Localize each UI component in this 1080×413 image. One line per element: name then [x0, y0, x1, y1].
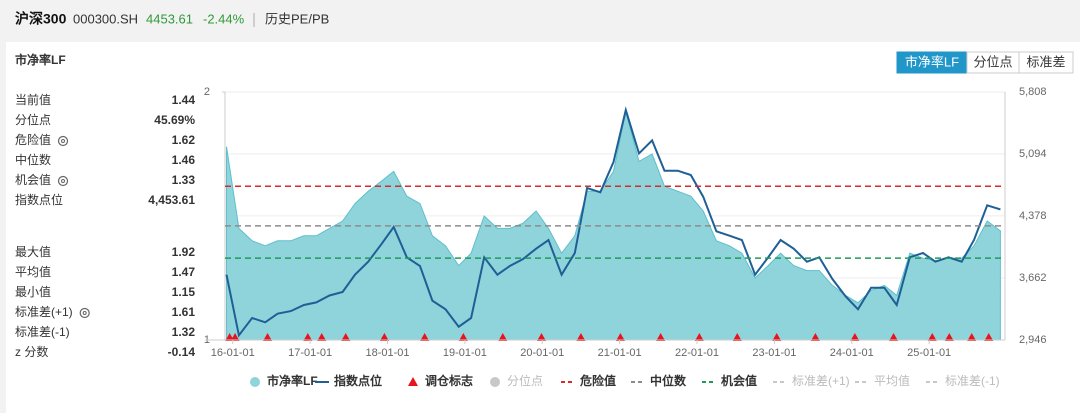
pb-area [226, 111, 1001, 341]
index-code: 000300.SH [73, 11, 138, 26]
rebalance-marker [317, 333, 327, 341]
legend-label[interactable]: 分位点 [507, 373, 543, 388]
gear-icon-core[interactable] [82, 311, 87, 315]
gear-icon[interactable] [79, 307, 90, 319]
panel-title: 市净率LF [15, 52, 66, 67]
rebalance-marker [498, 333, 508, 341]
rebalance-marker [536, 333, 546, 341]
rebalance-marker [984, 333, 994, 341]
stat-value: 1.61 [172, 305, 196, 319]
stat-label: 平均值 [15, 264, 51, 279]
x-tick-label: 23-01-01 [752, 347, 796, 359]
rebalance-marker [810, 333, 820, 341]
index-name: 沪深300 [15, 11, 67, 27]
legend-label[interactable]: 市净率LF [267, 373, 318, 388]
legend-label[interactable]: 危险值 [579, 373, 616, 388]
rebalance-marker [944, 333, 954, 341]
stat-label: z 分数 [15, 344, 48, 359]
rebalance-marker [458, 333, 468, 341]
rebalance-marker [230, 333, 240, 341]
y2-tick-label: 2,946 [1019, 334, 1047, 346]
stat-label: 中位数 [15, 152, 51, 167]
rebalance-marker [732, 333, 742, 341]
legend-label[interactable]: 标准差(+1) [792, 374, 850, 388]
legend-label[interactable]: 标准差(-1) [945, 374, 1000, 388]
x-tick-label: 25-01-01 [907, 347, 951, 359]
rebalance-marker [889, 333, 899, 341]
stat-value: 1.92 [172, 245, 196, 259]
rebalance-marker [656, 333, 666, 341]
stat-label: 最大值 [15, 244, 51, 259]
gear-icon-core[interactable] [61, 179, 66, 183]
price: 4453.61 [146, 11, 193, 26]
rebalance-marker [420, 333, 430, 341]
legend-icon[interactable] [408, 377, 418, 386]
stat-label: 危险值 [15, 132, 51, 147]
stat-label: 最小值 [15, 284, 51, 299]
x-tick-label: 16-01-01 [211, 347, 255, 359]
stat-label: 指数点位 [15, 192, 63, 207]
toggle-label[interactable]: 标准差 [1026, 54, 1065, 69]
stat-label: 标准差(-1) [15, 325, 70, 339]
rebalance-marker [341, 333, 351, 341]
stat-value: 1.32 [172, 325, 196, 339]
stat-value: 1.33 [172, 173, 196, 187]
legend-icon[interactable] [250, 377, 260, 387]
toggle-button[interactable] [1018, 51, 1074, 74]
y2-tick-label: 5,094 [1019, 148, 1047, 160]
y2-tick-label: 3,662 [1019, 272, 1047, 284]
change: -2.44% [203, 11, 245, 26]
stat-value: 1.62 [172, 133, 196, 147]
x-tick-label: 24-01-01 [830, 347, 874, 359]
stat-value: -0.14 [168, 345, 196, 359]
stat-label: 标准差(+1) [15, 305, 73, 319]
stat-value: 1.47 [172, 265, 196, 279]
rebalance-marker [615, 333, 625, 341]
rebalance-marker [927, 333, 937, 341]
y2-tick-label: 4,378 [1019, 210, 1047, 222]
x-tick-label: 20-01-01 [520, 347, 564, 359]
stat-value: 45.69% [154, 113, 195, 127]
tab[interactable]: 历史PE/PB [265, 11, 329, 26]
legend-icon[interactable] [490, 377, 500, 387]
index-line [225, 106, 1001, 338]
stat-label: 分位点 [15, 112, 51, 127]
gear-icon[interactable] [57, 175, 69, 187]
rebalance-marker [576, 333, 586, 341]
header-bar [0, 0, 1080, 40]
legend-label[interactable]: 机会值 [721, 373, 757, 388]
gear-icon[interactable] [57, 135, 69, 147]
stat-value: 1.15 [172, 285, 196, 299]
legend-label[interactable]: 平均值 [874, 373, 910, 388]
legend-label[interactable]: 调仓标志 [425, 373, 473, 388]
rebalance-marker [772, 333, 782, 341]
toggle-label[interactable]: 市净率LF [905, 54, 959, 69]
stat-value: 4,453.61 [148, 193, 195, 207]
x-tick-label: 22-01-01 [675, 347, 719, 359]
x-tick-label: 18-01-01 [365, 347, 409, 359]
legend-label[interactable]: 中位数 [650, 373, 687, 388]
stat-label: 当前值 [15, 92, 51, 107]
stat-value: 1.44 [172, 93, 196, 107]
x-tick-label: 19-01-01 [443, 347, 487, 359]
stat-value: 1.46 [172, 153, 196, 167]
y2-tick-label: 5,808 [1019, 86, 1047, 98]
y-tick-label: 2 [204, 86, 210, 98]
toggle-label[interactable]: 分位点 [973, 54, 1012, 69]
rebalance-marker [303, 333, 313, 341]
x-tick-label: 17-01-01 [288, 347, 332, 359]
rebalance-marker [263, 333, 273, 341]
rebalance-marker [379, 333, 389, 341]
rebalance-marker [850, 333, 860, 341]
gear-icon-core[interactable] [61, 139, 66, 143]
rebalance-marker [694, 333, 704, 341]
stat-label: 机会值 [15, 172, 51, 187]
x-tick-label: 21-01-01 [598, 347, 642, 359]
legend-label[interactable]: 指数点位 [334, 373, 382, 388]
rebalance-marker [967, 333, 977, 341]
